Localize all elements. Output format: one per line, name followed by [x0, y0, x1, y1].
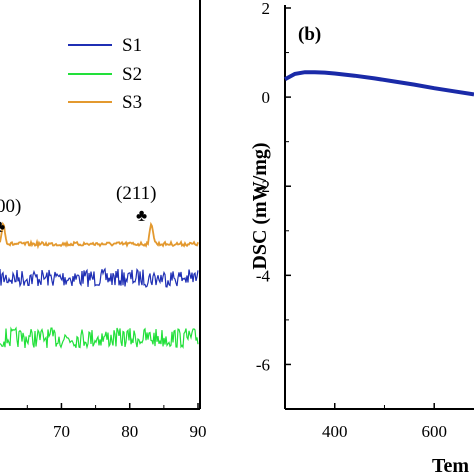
panel-b-dsc-curve — [284, 70, 474, 97]
series-line-s2 — [0, 326, 199, 350]
panel-b-y-ticks: 2 0 -2 -4 -6 — [256, 0, 291, 374]
peak-label-200-partial: 00) — [0, 196, 21, 217]
panel-b-label: (b) — [298, 24, 321, 45]
peak-marker-211: ♣ — [136, 206, 147, 225]
legend-label-s3: S3 — [122, 92, 142, 113]
legend-label-s1: S1 — [122, 35, 142, 56]
panel-a: 70 80 90 S1 S2 S3 (211) ♣ 00) ♣ — [0, 0, 207, 441]
panel-b-x-tick-label: 400 — [322, 422, 348, 441]
panel-b-xlabel-partial: Tem — [432, 455, 469, 474]
peak-label-211: (211) — [116, 183, 156, 204]
panel-b-ylabel: DSC (mW/mg) — [249, 142, 271, 269]
panel-b-x-tick-label: 600 — [421, 422, 447, 441]
panel-a-legend: S1 S2 S3 — [68, 35, 142, 113]
legend-label-s2: S2 — [122, 64, 142, 85]
panel-b: 2 0 -2 -4 -6 400 600 (b) DSC (mW/mg) Tem — [249, 0, 474, 474]
series-line-s3 — [0, 221, 199, 250]
peak-marker-200: ♣ — [0, 217, 5, 236]
panel-b-y-tick-label: 0 — [262, 88, 271, 107]
panel-a-series-group — [0, 221, 199, 350]
panel-a-x-ticks: 70 80 90 — [26, 403, 207, 441]
panel-b-x-ticks: 400 600 — [284, 403, 447, 441]
panel-b-y-tick-label: -4 — [256, 266, 271, 285]
panel-a-x-tick-label: 80 — [121, 422, 138, 441]
panel-a-x-tick-label: 70 — [53, 422, 70, 441]
panel-b-y-tick-label: -2 — [256, 177, 270, 196]
series-line-s1 — [0, 267, 199, 288]
panel-b-y-tick-label: -6 — [256, 355, 270, 374]
panel-a-x-tick-label: 90 — [190, 422, 207, 441]
panel-b-y-tick-label: 2 — [262, 0, 271, 18]
